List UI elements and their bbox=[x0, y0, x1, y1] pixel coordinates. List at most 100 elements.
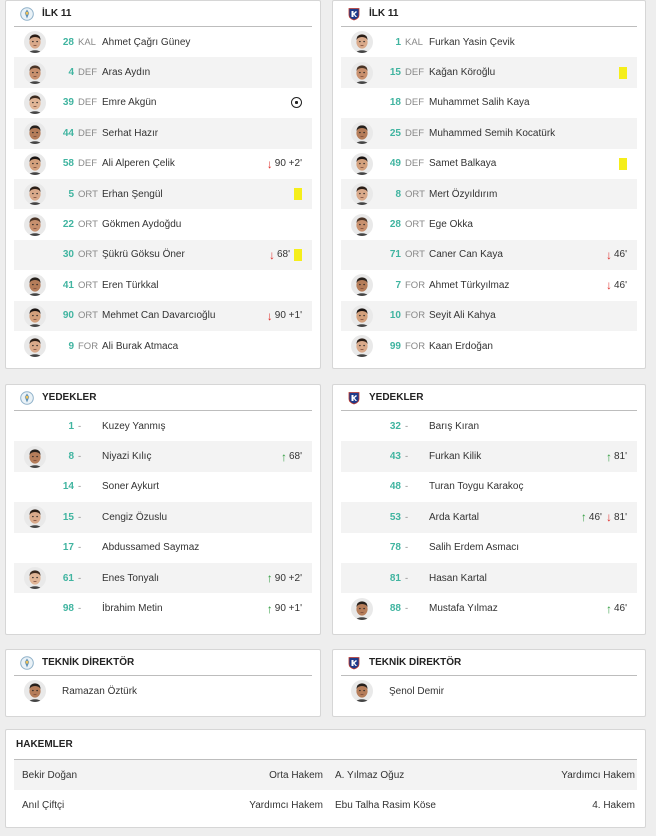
player-row[interactable]: 22 ORT Gökmen Aydoğdu bbox=[14, 209, 312, 240]
player-row[interactable]: 39 DEF Emre Akgün bbox=[14, 87, 312, 119]
player-name: Furkan Yasin Çevik bbox=[429, 36, 515, 48]
player-name: Şükrü Göksu Öner bbox=[102, 249, 185, 261]
event-minute: 68' bbox=[276, 249, 290, 261]
player-position: DEF bbox=[405, 158, 424, 170]
player-events: ↑ 68' bbox=[281, 450, 302, 464]
player-avatar bbox=[351, 31, 373, 54]
event-minute: 46' bbox=[613, 279, 627, 291]
player-position: - bbox=[405, 511, 409, 523]
player-number: 78 bbox=[389, 542, 401, 554]
player-row[interactable]: 15- Cengiz Özuslu bbox=[14, 502, 312, 533]
player-events bbox=[619, 66, 627, 79]
player-row[interactable]: 17- Abdussamed Saymaz bbox=[14, 532, 312, 563]
yellow-card-icon bbox=[619, 66, 627, 79]
player-row[interactable]: 1 KAL Furkan Yasin Çevik bbox=[341, 27, 637, 58]
home-team-crest-icon bbox=[20, 390, 34, 405]
player-row[interactable]: 8- Niyazi Kılıç ↑ 68' bbox=[14, 441, 312, 472]
player-row[interactable]: 10 FOR Seyit Ali Kahya bbox=[341, 300, 637, 331]
player-row[interactable]: 44 DEF Serhat Hazır bbox=[14, 118, 312, 149]
player-position: DEF bbox=[78, 97, 97, 109]
player-row[interactable]: 28 KAL Ahmet Çağrı Güney bbox=[14, 27, 312, 58]
player-number: 22 bbox=[62, 219, 74, 231]
player-avatar bbox=[351, 274, 373, 297]
player-row[interactable]: 98- İbrahim Metin ↑ 90 +1' bbox=[14, 593, 312, 624]
arrow-up-icon: ↑ bbox=[266, 601, 273, 616]
away-coach-card: TEKNİK DİREKTÖR Şenol Demir bbox=[332, 649, 646, 717]
event-minute: 81' bbox=[613, 511, 627, 523]
player-row[interactable]: 58 DEF Ali Alperen Çelik ↓ 90 +2' bbox=[14, 148, 312, 179]
referee-entry[interactable]: Bekir Doğan Orta Hakem bbox=[14, 760, 327, 790]
referee-name: Bekir Doğan bbox=[22, 769, 78, 781]
home-subs-header: YEDEKLER bbox=[14, 385, 312, 411]
player-row[interactable]: 99 FOR Kaan Erdoğan bbox=[341, 330, 637, 362]
player-row[interactable]: 90 ORT Mehmet Can Davarcıoğlu ↓ 90 +1' bbox=[14, 300, 312, 331]
player-row[interactable]: 61- Enes Tonyalı ↑ 90 +2' bbox=[14, 562, 312, 594]
arrow-up-icon: ↑ bbox=[605, 601, 612, 616]
player-name: Enes Tonyalı bbox=[102, 572, 160, 584]
player-position: - bbox=[78, 451, 82, 463]
player-name: Ali Burak Atmaca bbox=[102, 340, 179, 352]
home-coach-row[interactable]: Ramazan Öztürk bbox=[14, 676, 312, 706]
player-name: Mert Özyıldırım bbox=[429, 188, 498, 200]
player-position: FOR bbox=[78, 340, 99, 352]
player-row[interactable]: 8 ORT Mert Özyıldırım bbox=[341, 178, 637, 210]
player-avatar bbox=[24, 152, 46, 175]
sub-out-event: ↓ 81' bbox=[606, 510, 627, 524]
coach-avatar bbox=[351, 680, 373, 702]
player-row[interactable]: 25 DEF Muhammed Semih Kocatürk bbox=[341, 118, 637, 149]
player-name: Arda Kartal bbox=[429, 511, 480, 523]
player-row[interactable]: 48- Turan Toygu Karakoç bbox=[341, 471, 637, 503]
player-row[interactable]: 14- Soner Aykurt bbox=[14, 471, 312, 503]
event-minute: 90 +1' bbox=[274, 310, 302, 322]
yellow-card-icon bbox=[294, 188, 302, 201]
player-row[interactable]: 88- Mustafa Yılmaz ↑ 46' bbox=[341, 593, 637, 624]
player-row[interactable]: 9 FOR Ali Burak Atmaca bbox=[14, 330, 312, 362]
player-position: DEF bbox=[405, 67, 424, 79]
player-number: 17 bbox=[62, 542, 74, 554]
away-coach-row[interactable]: Şenol Demir bbox=[341, 676, 637, 706]
sub-in-event: ↑ 90 +1' bbox=[267, 602, 302, 616]
player-row[interactable]: 15 DEF Kağan Köroğlu bbox=[341, 57, 637, 88]
player-row[interactable]: 1- Kuzey Yanmış bbox=[14, 411, 312, 442]
referee-name: Anıl Çiftçi bbox=[22, 799, 65, 811]
player-name: Emre Akgün bbox=[102, 97, 157, 109]
home-subs-card: YEDEKLER 1- Kuzey Yanmış 8- Niyazi Kılıç ↑ 68… bbox=[5, 384, 321, 635]
player-number: 32 bbox=[389, 420, 401, 432]
referee-entry[interactable]: A. Yılmaz Oğuz Yardımcı Hakem bbox=[327, 760, 639, 790]
player-position: - bbox=[78, 420, 82, 432]
player-name: Ege Okka bbox=[429, 219, 473, 231]
player-row[interactable]: 30 ORT Şükrü Göksu Öner ↓ 68' bbox=[14, 239, 312, 271]
player-row[interactable]: 4 DEF Aras Aydın bbox=[14, 57, 312, 88]
player-number: 15 bbox=[389, 67, 401, 79]
home-lineup-header: İLK 11 bbox=[14, 1, 312, 27]
player-row[interactable]: 28 ORT Ege Okka bbox=[341, 209, 637, 240]
player-row[interactable]: 5 ORT Erhan Şengül bbox=[14, 178, 312, 210]
player-row[interactable]: 78- Salih Erdem Asmacı bbox=[341, 532, 637, 563]
away-lineup-header: İLK 11 bbox=[341, 1, 637, 27]
player-position: FOR bbox=[405, 310, 426, 322]
player-name: Soner Aykurt bbox=[102, 481, 160, 493]
player-row[interactable]: 53- Arda Kartal ↑ 46' ↓ 81' bbox=[341, 502, 637, 533]
player-number: 71 bbox=[389, 249, 401, 261]
player-row[interactable]: 49 DEF Samet Balkaya bbox=[341, 148, 637, 179]
player-events: ↑ 90 +2' bbox=[267, 571, 302, 585]
player-number: 14 bbox=[62, 481, 74, 493]
arrow-up-icon: ↑ bbox=[580, 510, 587, 525]
player-row[interactable]: 18 DEF Muhammet Salih Kaya bbox=[341, 87, 637, 119]
player-number: 28 bbox=[62, 36, 74, 48]
player-row[interactable]: 32- Barış Kıran bbox=[341, 411, 637, 442]
player-row[interactable]: 81- Hasan Kartal bbox=[341, 562, 637, 594]
player-avatar bbox=[351, 304, 373, 327]
referee-entry[interactable]: Anıl Çiftçi Yardımcı Hakem bbox=[14, 790, 327, 820]
player-row[interactable]: 41 ORT Eren Türkkal bbox=[14, 270, 312, 301]
event-minute: 46' bbox=[588, 511, 602, 523]
player-name: Erhan Şengül bbox=[102, 188, 163, 200]
arrow-up-icon: ↑ bbox=[605, 449, 612, 464]
player-row[interactable]: 71 ORT Caner Can Kaya ↓ 46' bbox=[341, 239, 637, 271]
player-row[interactable]: 43- Furkan Kilik ↑ 81' bbox=[341, 441, 637, 472]
player-events bbox=[619, 157, 627, 170]
player-row[interactable]: 7 FOR Ahmet Türkyılmaz ↓ 46' bbox=[341, 270, 637, 301]
referee-entry[interactable]: Ebu Talha Rasim Köse 4. Hakem bbox=[327, 790, 639, 820]
arrow-down-icon: ↓ bbox=[605, 510, 612, 525]
player-avatar bbox=[351, 213, 373, 236]
